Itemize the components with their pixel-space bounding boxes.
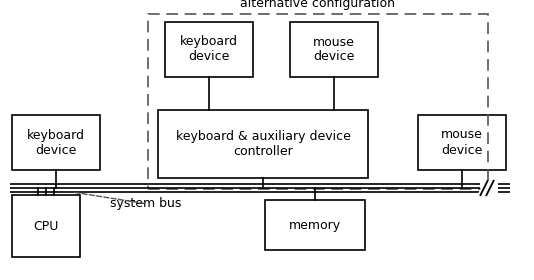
Text: mouse
device: mouse device <box>313 36 355 64</box>
Text: CPU: CPU <box>33 220 59 232</box>
Bar <box>12 115 100 170</box>
Bar <box>12 195 80 257</box>
Text: system bus: system bus <box>110 197 182 211</box>
Bar <box>148 14 488 189</box>
Text: mouse
device: mouse device <box>441 129 483 157</box>
Bar <box>158 110 368 178</box>
Text: keyboard
device: keyboard device <box>180 36 238 64</box>
Bar <box>265 200 365 250</box>
Bar <box>165 22 253 77</box>
Bar <box>290 22 378 77</box>
Text: keyboard & auxiliary device
controller: keyboard & auxiliary device controller <box>176 130 350 158</box>
Text: alternative configuration: alternative configuration <box>240 0 396 10</box>
Bar <box>418 115 506 170</box>
Text: keyboard
device: keyboard device <box>27 129 85 157</box>
Text: memory: memory <box>289 218 341 232</box>
